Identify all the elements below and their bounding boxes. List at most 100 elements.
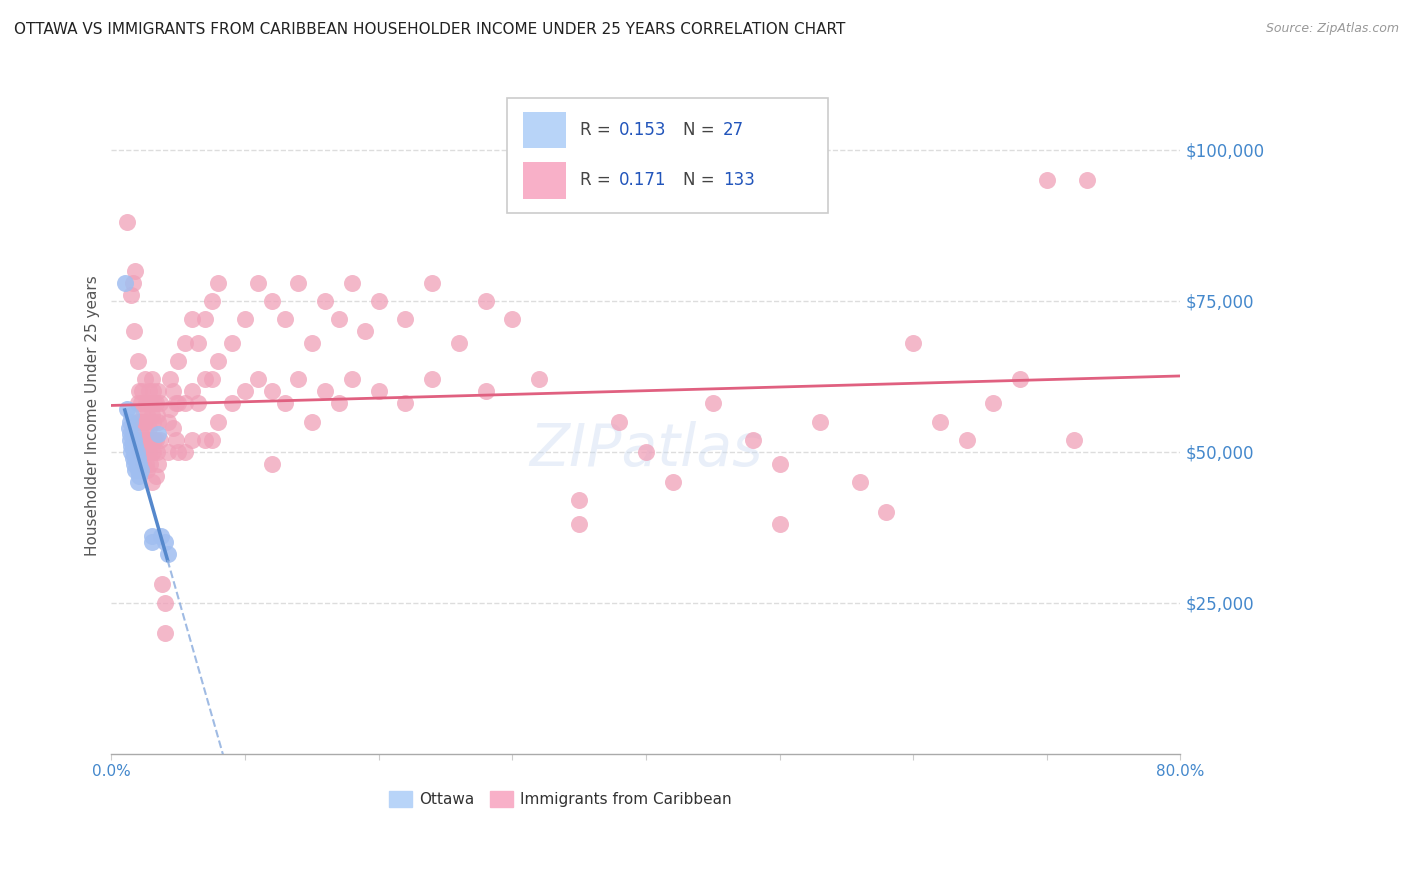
Point (129, 426, 152, 441)
Point (141, 529, 163, 543)
Point (260, 293, 283, 308)
Point (187, 396, 209, 410)
Point (1010, 372, 1032, 386)
FancyBboxPatch shape (523, 162, 565, 199)
Text: N =: N = (683, 121, 720, 139)
Point (141, 372, 163, 386)
Point (174, 336, 197, 351)
Point (148, 457, 170, 471)
Point (127, 450, 149, 465)
Point (141, 475, 163, 489)
Point (117, 402, 139, 417)
Point (314, 293, 336, 308)
Point (139, 457, 162, 471)
Point (221, 336, 243, 351)
Point (124, 450, 146, 465)
Point (146, 444, 169, 458)
Point (148, 433, 170, 447)
Text: R =: R = (579, 171, 616, 189)
Point (148, 384, 170, 399)
Point (162, 384, 184, 399)
Point (287, 276, 309, 290)
Point (148, 415, 170, 429)
Point (125, 433, 148, 447)
Point (274, 312, 297, 326)
Point (142, 444, 165, 458)
Point (138, 444, 160, 458)
Point (132, 457, 155, 471)
Point (138, 384, 160, 399)
Point (201, 372, 224, 386)
Point (129, 444, 152, 458)
Point (143, 396, 166, 410)
Point (121, 426, 143, 441)
Text: Source: ZipAtlas.com: Source: ZipAtlas.com (1265, 22, 1399, 36)
Point (394, 312, 416, 326)
Point (136, 439, 159, 453)
FancyBboxPatch shape (508, 98, 828, 212)
Point (394, 396, 416, 410)
Point (129, 463, 152, 477)
Point (134, 415, 156, 429)
Point (131, 384, 153, 399)
Point (128, 457, 150, 471)
Point (118, 420, 141, 434)
Point (136, 409, 159, 423)
Point (367, 384, 389, 399)
Point (768, 517, 790, 532)
Point (159, 372, 181, 386)
Point (174, 444, 197, 458)
Point (1063, 433, 1085, 447)
Point (156, 415, 179, 429)
Point (145, 396, 167, 410)
Point (132, 402, 155, 417)
Point (142, 415, 165, 429)
Point (301, 415, 323, 429)
Point (474, 384, 496, 399)
Point (125, 415, 148, 429)
Point (159, 402, 181, 417)
Point (156, 444, 179, 458)
Legend: Ottawa, Immigrants from Caribbean: Ottawa, Immigrants from Caribbean (382, 785, 738, 814)
Point (207, 415, 229, 429)
Point (132, 433, 155, 447)
Point (141, 535, 163, 549)
Point (875, 505, 897, 519)
Point (447, 336, 470, 351)
Point (134, 444, 156, 458)
Point (180, 312, 202, 326)
Point (131, 415, 153, 429)
Point (122, 457, 145, 471)
Point (121, 276, 143, 290)
Point (141, 444, 163, 458)
Point (568, 517, 591, 532)
Point (165, 433, 187, 447)
Point (167, 444, 190, 458)
Point (328, 312, 350, 326)
Point (340, 276, 363, 290)
Point (124, 439, 146, 453)
Point (128, 468, 150, 483)
Point (153, 625, 176, 640)
Point (929, 415, 952, 429)
Point (135, 426, 157, 441)
Point (120, 409, 142, 423)
Point (136, 463, 159, 477)
Point (134, 372, 156, 386)
Text: N =: N = (683, 171, 720, 189)
Point (148, 396, 170, 410)
Point (139, 396, 162, 410)
Point (156, 547, 179, 561)
Point (180, 384, 202, 399)
Point (260, 384, 283, 399)
Point (127, 463, 149, 477)
Point (420, 372, 443, 386)
Point (128, 415, 150, 429)
Point (117, 215, 139, 229)
Point (634, 444, 657, 458)
Point (127, 396, 149, 410)
Y-axis label: Householder Income Under 25 years: Householder Income Under 25 years (86, 275, 100, 556)
Point (903, 336, 925, 351)
Point (135, 396, 157, 410)
Point (287, 372, 309, 386)
